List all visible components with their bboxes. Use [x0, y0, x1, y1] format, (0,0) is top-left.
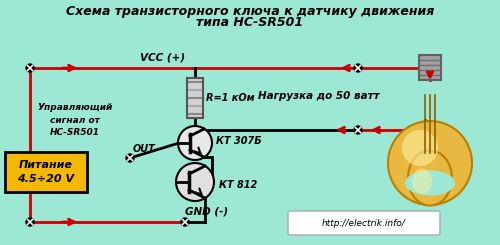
Circle shape [402, 130, 438, 166]
Bar [5, 152, 87, 192]
Ellipse shape [408, 150, 452, 206]
Text: Управляющий
сигнал от
HC-SR501: Управляющий сигнал от HC-SR501 [38, 103, 113, 137]
Text: OUT: OUT [133, 144, 156, 154]
Bar [419, 55, 441, 80]
Circle shape [388, 121, 472, 205]
Text: GND (-): GND (-) [185, 206, 228, 216]
Text: КТ 812: КТ 812 [219, 180, 257, 190]
Text: Схема транзисторного ключа к датчику движения: Схема транзисторного ключа к датчику дви… [66, 4, 434, 17]
Circle shape [181, 218, 189, 226]
Circle shape [178, 126, 212, 160]
Bar [187, 78, 203, 118]
Text: Питание
4.5÷20 V: Питание 4.5÷20 V [18, 160, 74, 184]
Ellipse shape [412, 169, 432, 194]
FancyBboxPatch shape [288, 211, 440, 235]
Text: http://electrik.info/: http://electrik.info/ [322, 219, 406, 228]
Ellipse shape [405, 171, 455, 196]
Text: Нагрузка до 50 ватт: Нагрузка до 50 ватт [258, 91, 380, 101]
Circle shape [354, 126, 362, 134]
Text: R=1 кОм: R=1 кОм [206, 93, 254, 103]
Text: КТ 307Б: КТ 307Б [216, 136, 262, 146]
Circle shape [354, 64, 362, 72]
Circle shape [176, 163, 214, 201]
Circle shape [26, 64, 34, 72]
Circle shape [126, 154, 134, 162]
Circle shape [26, 218, 34, 226]
Text: VCC (+): VCC (+) [140, 52, 185, 62]
Text: типа HC-SR501: типа HC-SR501 [196, 16, 304, 29]
